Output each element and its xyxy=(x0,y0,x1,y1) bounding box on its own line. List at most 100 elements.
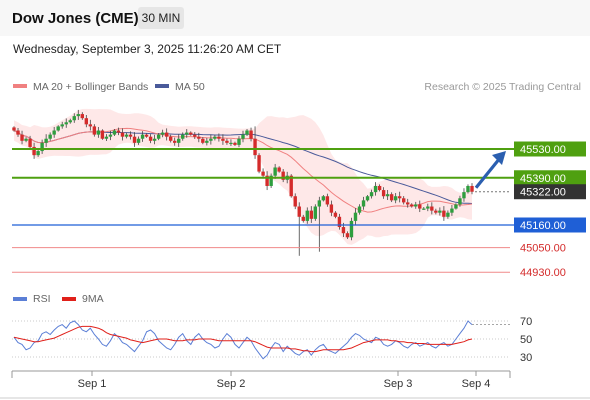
candle-body xyxy=(373,185,378,193)
legend-swatch-ma20 xyxy=(13,84,27,88)
candle-body xyxy=(205,140,209,143)
instrument-title: Dow Jones (CME) xyxy=(12,10,139,27)
candle-body xyxy=(309,210,313,219)
candle xyxy=(273,163,277,179)
candle-body xyxy=(132,136,137,143)
candle xyxy=(446,210,450,219)
legend-swatch-rsi xyxy=(13,297,27,301)
candle-body xyxy=(48,134,52,139)
candle xyxy=(454,203,458,210)
candle xyxy=(120,128,125,141)
candle-body xyxy=(321,196,326,201)
candle-body xyxy=(164,132,169,137)
candle xyxy=(156,133,161,141)
candle xyxy=(257,153,261,174)
candle-body xyxy=(193,134,197,137)
x-tick-label-2: Sep 3 xyxy=(384,378,413,390)
candle-body xyxy=(430,206,434,211)
candle xyxy=(168,134,173,143)
candle xyxy=(406,198,410,208)
legend-swatch-ma50 xyxy=(155,84,169,88)
candle xyxy=(140,131,145,142)
level-label-5: 44930.00 xyxy=(520,267,566,279)
candle xyxy=(249,127,253,142)
candle-body xyxy=(406,202,410,205)
candle xyxy=(64,118,68,128)
timeframe-badge[interactable]: 30 MIN xyxy=(138,7,184,29)
candle xyxy=(265,171,269,191)
candle xyxy=(40,139,44,154)
candle xyxy=(24,137,28,143)
candle-body xyxy=(281,171,285,180)
candle-body xyxy=(16,130,20,135)
candle xyxy=(321,195,326,202)
candle-body xyxy=(418,204,422,209)
candle xyxy=(293,193,297,210)
candle-body xyxy=(68,120,72,123)
candle-body xyxy=(333,212,338,217)
candle-body xyxy=(317,200,322,207)
level-label-0: 45530.00 xyxy=(520,144,566,156)
candle xyxy=(28,135,32,150)
legend-9ma: 9MA xyxy=(82,293,104,305)
candle-body xyxy=(237,138,241,145)
candle-body xyxy=(241,134,245,139)
candle xyxy=(36,149,40,157)
candle xyxy=(450,205,454,216)
candle-body xyxy=(369,192,374,197)
candle xyxy=(297,202,301,256)
candle xyxy=(233,141,237,147)
candle xyxy=(253,126,257,159)
candle xyxy=(128,131,133,140)
level-tag-1 xyxy=(514,170,586,186)
candle-body xyxy=(100,130,105,139)
candle-body xyxy=(152,138,157,141)
candle-body xyxy=(410,204,414,207)
candle-body xyxy=(442,210,446,217)
candle xyxy=(96,126,101,138)
candle-body xyxy=(293,196,297,207)
candle-body xyxy=(297,206,301,217)
candle-body xyxy=(393,196,398,201)
candle-body xyxy=(377,185,382,191)
candle-body xyxy=(257,155,261,172)
candle-body xyxy=(128,134,133,137)
candle xyxy=(136,136,141,145)
candle xyxy=(397,191,402,203)
candle xyxy=(20,130,24,145)
candle-body xyxy=(305,210,309,221)
candle xyxy=(349,217,354,241)
candle xyxy=(124,132,129,139)
candle xyxy=(112,128,117,137)
candle-body xyxy=(197,136,201,139)
candle-body xyxy=(189,132,193,135)
candle-body xyxy=(402,198,406,203)
candle-body xyxy=(426,206,430,209)
candle xyxy=(144,133,149,138)
candle xyxy=(12,126,16,132)
candle-body xyxy=(32,146,36,156)
level-label-4: 45050.00 xyxy=(520,243,566,255)
candle xyxy=(434,208,438,215)
rsi-legend: RSI 9MA xyxy=(13,293,104,305)
candle xyxy=(88,119,93,131)
candle xyxy=(181,132,185,141)
price-legend: MA 20 + Bollinger Bands MA 50 Research ©… xyxy=(13,81,581,93)
candle xyxy=(373,182,378,196)
candle-body xyxy=(450,208,454,213)
candle xyxy=(381,187,386,199)
candle xyxy=(160,129,165,138)
candle-body xyxy=(466,185,470,193)
candle xyxy=(418,200,422,213)
candle xyxy=(245,128,249,137)
chart-header: Dow Jones (CME) 30 MIN xyxy=(0,0,590,36)
candle-body xyxy=(458,198,462,205)
candle xyxy=(148,134,153,144)
candle xyxy=(52,126,56,138)
candle xyxy=(377,184,382,192)
candle xyxy=(56,125,60,132)
candle xyxy=(466,184,470,194)
candle-body xyxy=(72,116,76,121)
candle-body xyxy=(116,130,121,133)
candle xyxy=(345,231,350,240)
